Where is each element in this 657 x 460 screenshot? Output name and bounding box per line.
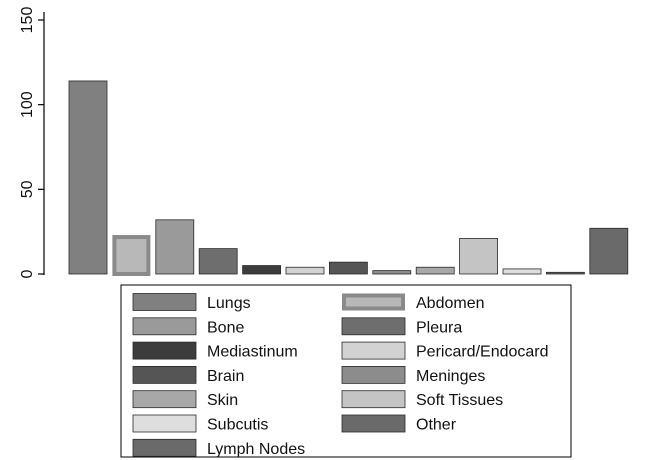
legend-key-meninges [341, 365, 406, 384]
legend: Lungs Abdomen Bone Pleura Mediastinum Pericar… [120, 284, 572, 458]
legend-key-pleura [341, 317, 406, 336]
legend-label-bone: Bone [207, 319, 244, 336]
bar-brain [328, 261, 368, 275]
legend-label-lymph-nodes: Lymph Nodes [207, 441, 305, 458]
legend-key-bone [132, 317, 197, 336]
legend-key-other [341, 414, 406, 433]
legend-label-subcutis: Subcutis [207, 417, 268, 434]
bar-pericard-endocard [285, 266, 325, 275]
bar-pleura [198, 248, 238, 275]
legend-key-mediastinum [132, 341, 197, 360]
bar-subcutis [502, 268, 542, 275]
legend-label-abdomen: Abdomen [416, 295, 485, 312]
legend-key-lungs [132, 293, 197, 311]
bar-other [546, 271, 585, 275]
legend-key-pericard-endocard [341, 341, 406, 360]
bar-soft-tissues [459, 238, 499, 275]
y-tick-label: 100 [19, 91, 36, 118]
y-axis: 0 50 100 150 [19, 7, 45, 278]
legend-label-pericard-endocard: Pericard/Endocard [416, 344, 549, 361]
legend-key-lymph-nodes [132, 438, 197, 457]
bar-mediastinum [242, 265, 282, 275]
bar-bone [155, 219, 195, 275]
legend-label-other: Other [416, 417, 457, 434]
legend-label-pleura: Pleura [416, 319, 462, 336]
legend-key-soft-tissues [341, 390, 406, 409]
legend-key-brain [132, 365, 197, 384]
bar-abdomen [112, 235, 151, 276]
y-tick-label: 50 [19, 180, 36, 198]
bars [68, 80, 629, 276]
legend-label-brain: Brain [207, 368, 244, 385]
bar-skin [415, 266, 455, 275]
legend-key-subcutis [132, 414, 197, 433]
legend-label-mediastinum: Mediastinum [207, 344, 298, 361]
legend-label-meninges: Meninges [416, 368, 485, 385]
legend-label-lungs: Lungs [207, 295, 251, 312]
y-tick-label: 150 [19, 7, 36, 34]
y-tick-label: 0 [19, 269, 36, 278]
legend-label-skin: Skin [207, 392, 238, 409]
legend-label-soft-tissues: Soft Tissues [416, 392, 503, 409]
legend-key-abdomen [342, 293, 405, 311]
legend-key-skin [132, 390, 197, 409]
bar-lymph-nodes [589, 227, 629, 275]
bar-meninges [372, 270, 412, 275]
bar-lungs [68, 80, 108, 275]
